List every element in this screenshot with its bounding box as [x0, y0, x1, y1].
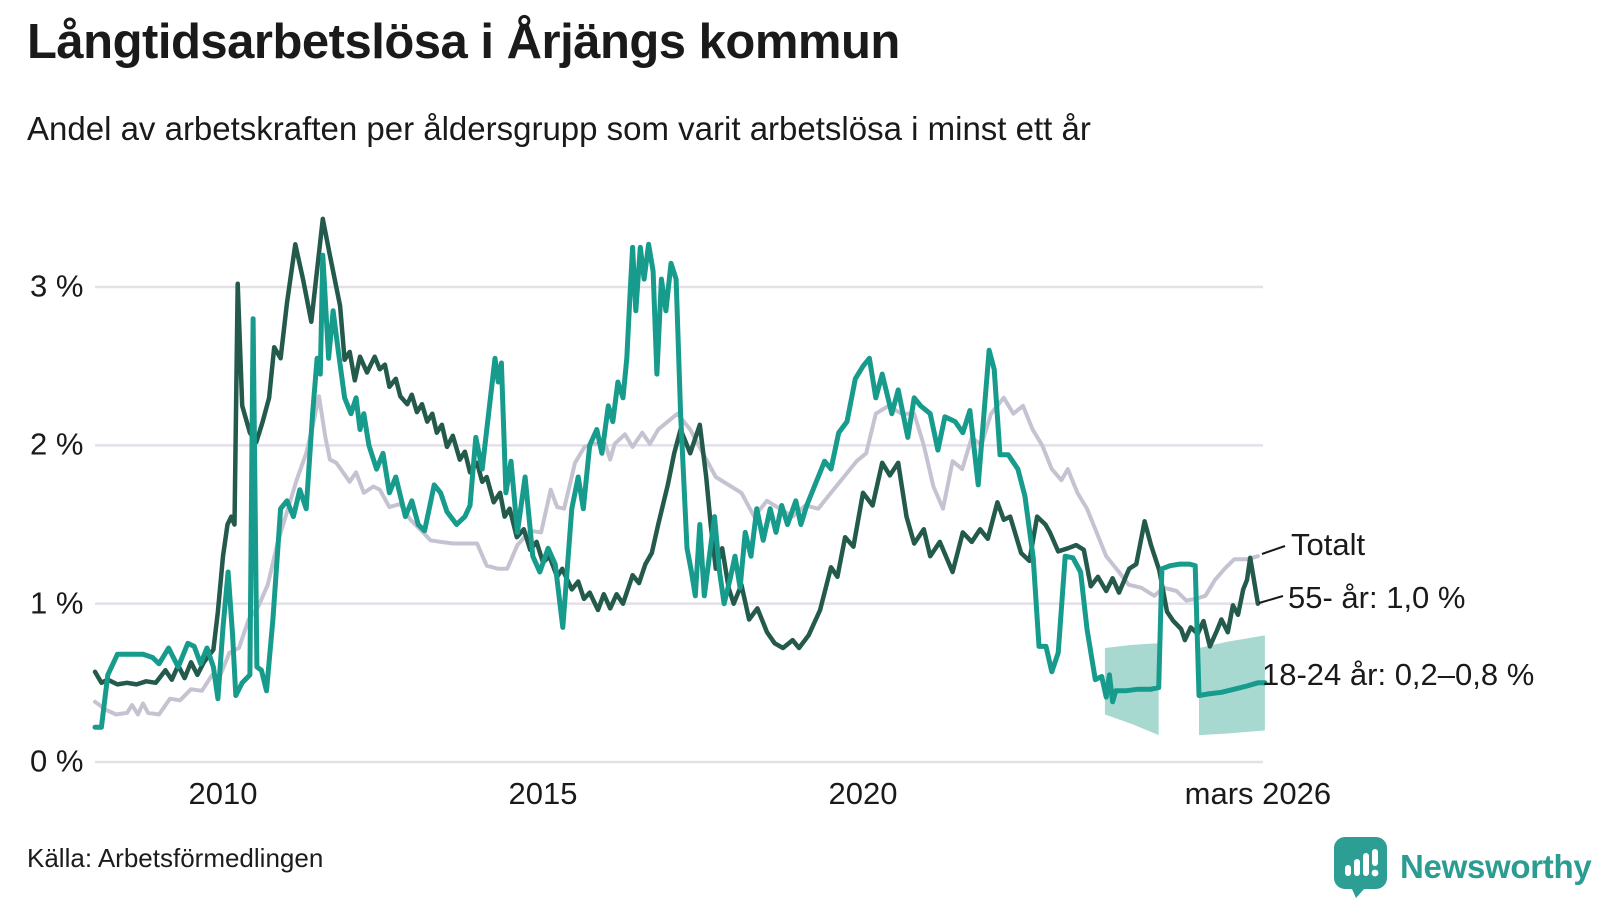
newsworthy-logo-icon [1334, 837, 1387, 898]
newsworthy-brand: Newsworthy [1333, 836, 1592, 898]
y-axis-tick-0: 0 % [30, 743, 84, 779]
x-axis-tick-2020: 2020 [828, 776, 898, 811]
x-axis-tick-2015: 2015 [508, 776, 578, 811]
x-axis-tick-2010: 2010 [188, 776, 258, 811]
series-label-55-ar: 55- år: 1,0 % [1288, 580, 1466, 615]
y-axis-tick-2: 2 % [30, 426, 84, 462]
source-credit: Källa: Arbetsförmedlingen [27, 843, 324, 873]
annotation-connector-totalt [1261, 545, 1286, 555]
y-axis-tick-3: 3 % [30, 268, 84, 304]
x-axis-tick-mars-2026: mars 2026 [1184, 776, 1332, 811]
chart-line-totalt [93, 394, 1260, 717]
newsworthy-wordmark: Newsworthy [1400, 848, 1592, 885]
chart-subtitle: Andel av arbetskraften per åldersgrupp s… [27, 110, 1091, 147]
series-label-18-24-ar: 18-24 år: 0,2–0,8 % [1262, 657, 1535, 692]
uncertainty-band-2 [1199, 635, 1265, 736]
annotation-connector-55-ar [1258, 595, 1284, 604]
page-title: Långtidsarbetslösa i Årjängs kommun [27, 15, 900, 69]
chart-line-18-24-ar [92, 241, 1268, 730]
chart-line-55-ar [92, 216, 1261, 687]
series-label-totalt: Totalt [1291, 527, 1366, 562]
y-axis-tick-1: 1 % [30, 584, 84, 620]
